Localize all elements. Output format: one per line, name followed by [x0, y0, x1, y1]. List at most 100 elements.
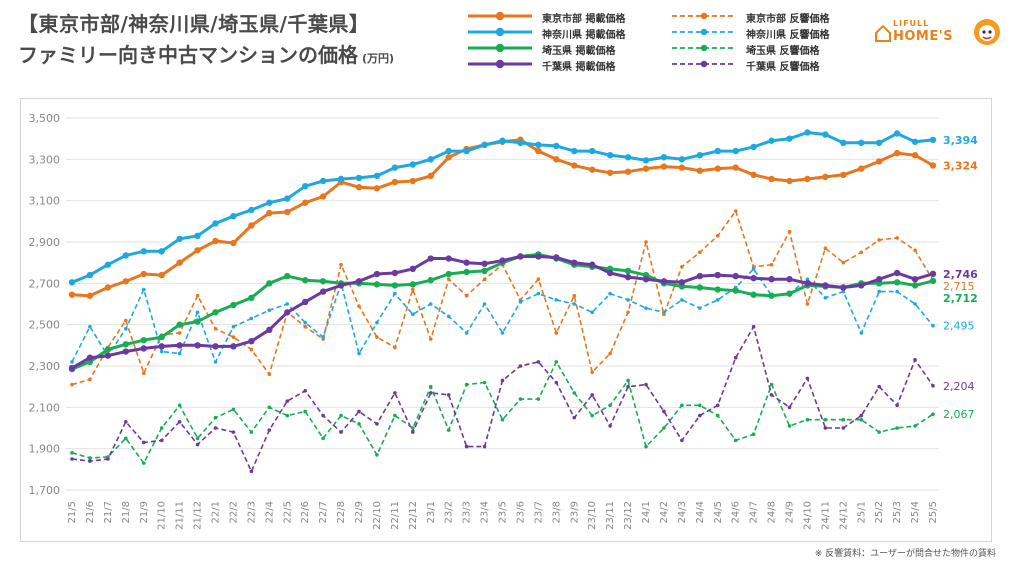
- footnote: ※ 反響賃料：ユーザーが問合せた物件の賃料: [814, 549, 996, 559]
- data-point: [141, 440, 146, 445]
- data-point: [267, 405, 272, 410]
- x-tick-label: 24/9: [785, 501, 796, 523]
- data-point: [786, 290, 793, 297]
- series-line: [71, 252, 934, 371]
- x-tick-label: 24/11: [820, 501, 831, 530]
- data-point: [911, 152, 919, 159]
- data-point: [266, 199, 273, 206]
- data-point: [141, 371, 146, 376]
- x-tick-label: 24/3: [677, 501, 688, 523]
- data-point: [140, 345, 147, 352]
- data-point: [68, 279, 76, 286]
- data-point: [536, 277, 541, 281]
- data-point: [248, 222, 255, 229]
- title-line-1: 【東京市部/神奈川県/埼玉県/千葉県】: [18, 12, 370, 36]
- data-point: [481, 141, 488, 149]
- data-point: [303, 320, 307, 325]
- data-point: [536, 360, 541, 364]
- data-point: [877, 238, 881, 242]
- data-point: [732, 287, 739, 294]
- data-point: [678, 164, 686, 171]
- x-tick-label: 24/12: [838, 501, 849, 530]
- data-point: [859, 250, 864, 255]
- data-point: [626, 298, 630, 302]
- data-point: [768, 137, 775, 144]
- data-point: [714, 147, 721, 155]
- data-point: [140, 248, 147, 255]
- data-point: [590, 393, 594, 397]
- data-point: [715, 403, 720, 408]
- unit-label: (万円): [362, 52, 395, 65]
- data-point: [590, 310, 594, 315]
- data-point: [122, 348, 130, 355]
- data-point: [141, 461, 146, 465]
- data-point: [409, 177, 417, 185]
- data-point: [104, 352, 112, 359]
- data-point: [158, 343, 165, 350]
- x-tick-label: 25/3: [892, 501, 903, 523]
- series-line: [71, 361, 934, 464]
- data-point: [517, 253, 524, 260]
- data-point: [213, 415, 218, 420]
- data-point: [427, 172, 434, 180]
- data-point: [698, 250, 702, 255]
- data-point: [195, 442, 200, 447]
- series-3: [68, 253, 937, 372]
- data-point: [411, 312, 415, 317]
- data-point: [70, 451, 74, 455]
- end-value-label: 2,746: [943, 268, 978, 281]
- y-tick-label: 2,700: [29, 277, 61, 290]
- data-point: [213, 360, 218, 364]
- data-point: [249, 347, 254, 352]
- data-point: [463, 268, 470, 276]
- x-tick-label: 22/3: [246, 501, 257, 523]
- data-point: [805, 376, 810, 381]
- data-point: [714, 271, 721, 279]
- data-point: [176, 321, 183, 328]
- data-point: [895, 426, 899, 430]
- data-point: [696, 167, 704, 174]
- data-point: [769, 262, 774, 267]
- data-point: [355, 184, 363, 191]
- data-point: [194, 247, 201, 254]
- data-point: [158, 333, 165, 341]
- x-tick-label: 21/12: [193, 501, 204, 530]
- data-point: [680, 298, 684, 302]
- data-point: [571, 147, 578, 155]
- data-point: [231, 430, 236, 434]
- data-point: [427, 277, 434, 284]
- x-tick-label: 24/10: [802, 501, 813, 530]
- data-point: [124, 420, 128, 424]
- data-point: [786, 177, 793, 185]
- data-point: [662, 426, 666, 430]
- x-tick-label: 23/7: [533, 501, 544, 523]
- data-point: [680, 265, 684, 269]
- data-point: [104, 284, 112, 291]
- x-tick-label: 23/5: [498, 501, 509, 523]
- x-tick-label: 23/3: [462, 501, 473, 523]
- data-point: [608, 291, 612, 296]
- x-tick-label: 24/7: [749, 501, 760, 523]
- data-point: [678, 279, 686, 286]
- data-point: [642, 157, 650, 164]
- brand-logo: LIFULL HOME'S: [875, 16, 1000, 52]
- data-point: [805, 277, 810, 281]
- series-line: [71, 210, 934, 386]
- data-point: [911, 276, 919, 283]
- data-point: [732, 164, 739, 171]
- data-point: [284, 195, 291, 202]
- legend-label: 神奈川県 掲載価格: [542, 30, 626, 41]
- data-point: [696, 284, 704, 291]
- data-point: [732, 272, 739, 280]
- data-point: [482, 302, 487, 306]
- end-value-label: 2,067: [943, 408, 975, 421]
- logo-top-text: LIFULL: [893, 19, 930, 28]
- data-point: [554, 380, 559, 385]
- data-point: [588, 147, 596, 155]
- data-point: [536, 397, 541, 401]
- data-point: [482, 380, 487, 385]
- series-line: [71, 255, 934, 370]
- data-point: [284, 208, 291, 216]
- x-tick-label: 25/5: [928, 501, 939, 523]
- x-tick-label: 23/2: [444, 501, 455, 523]
